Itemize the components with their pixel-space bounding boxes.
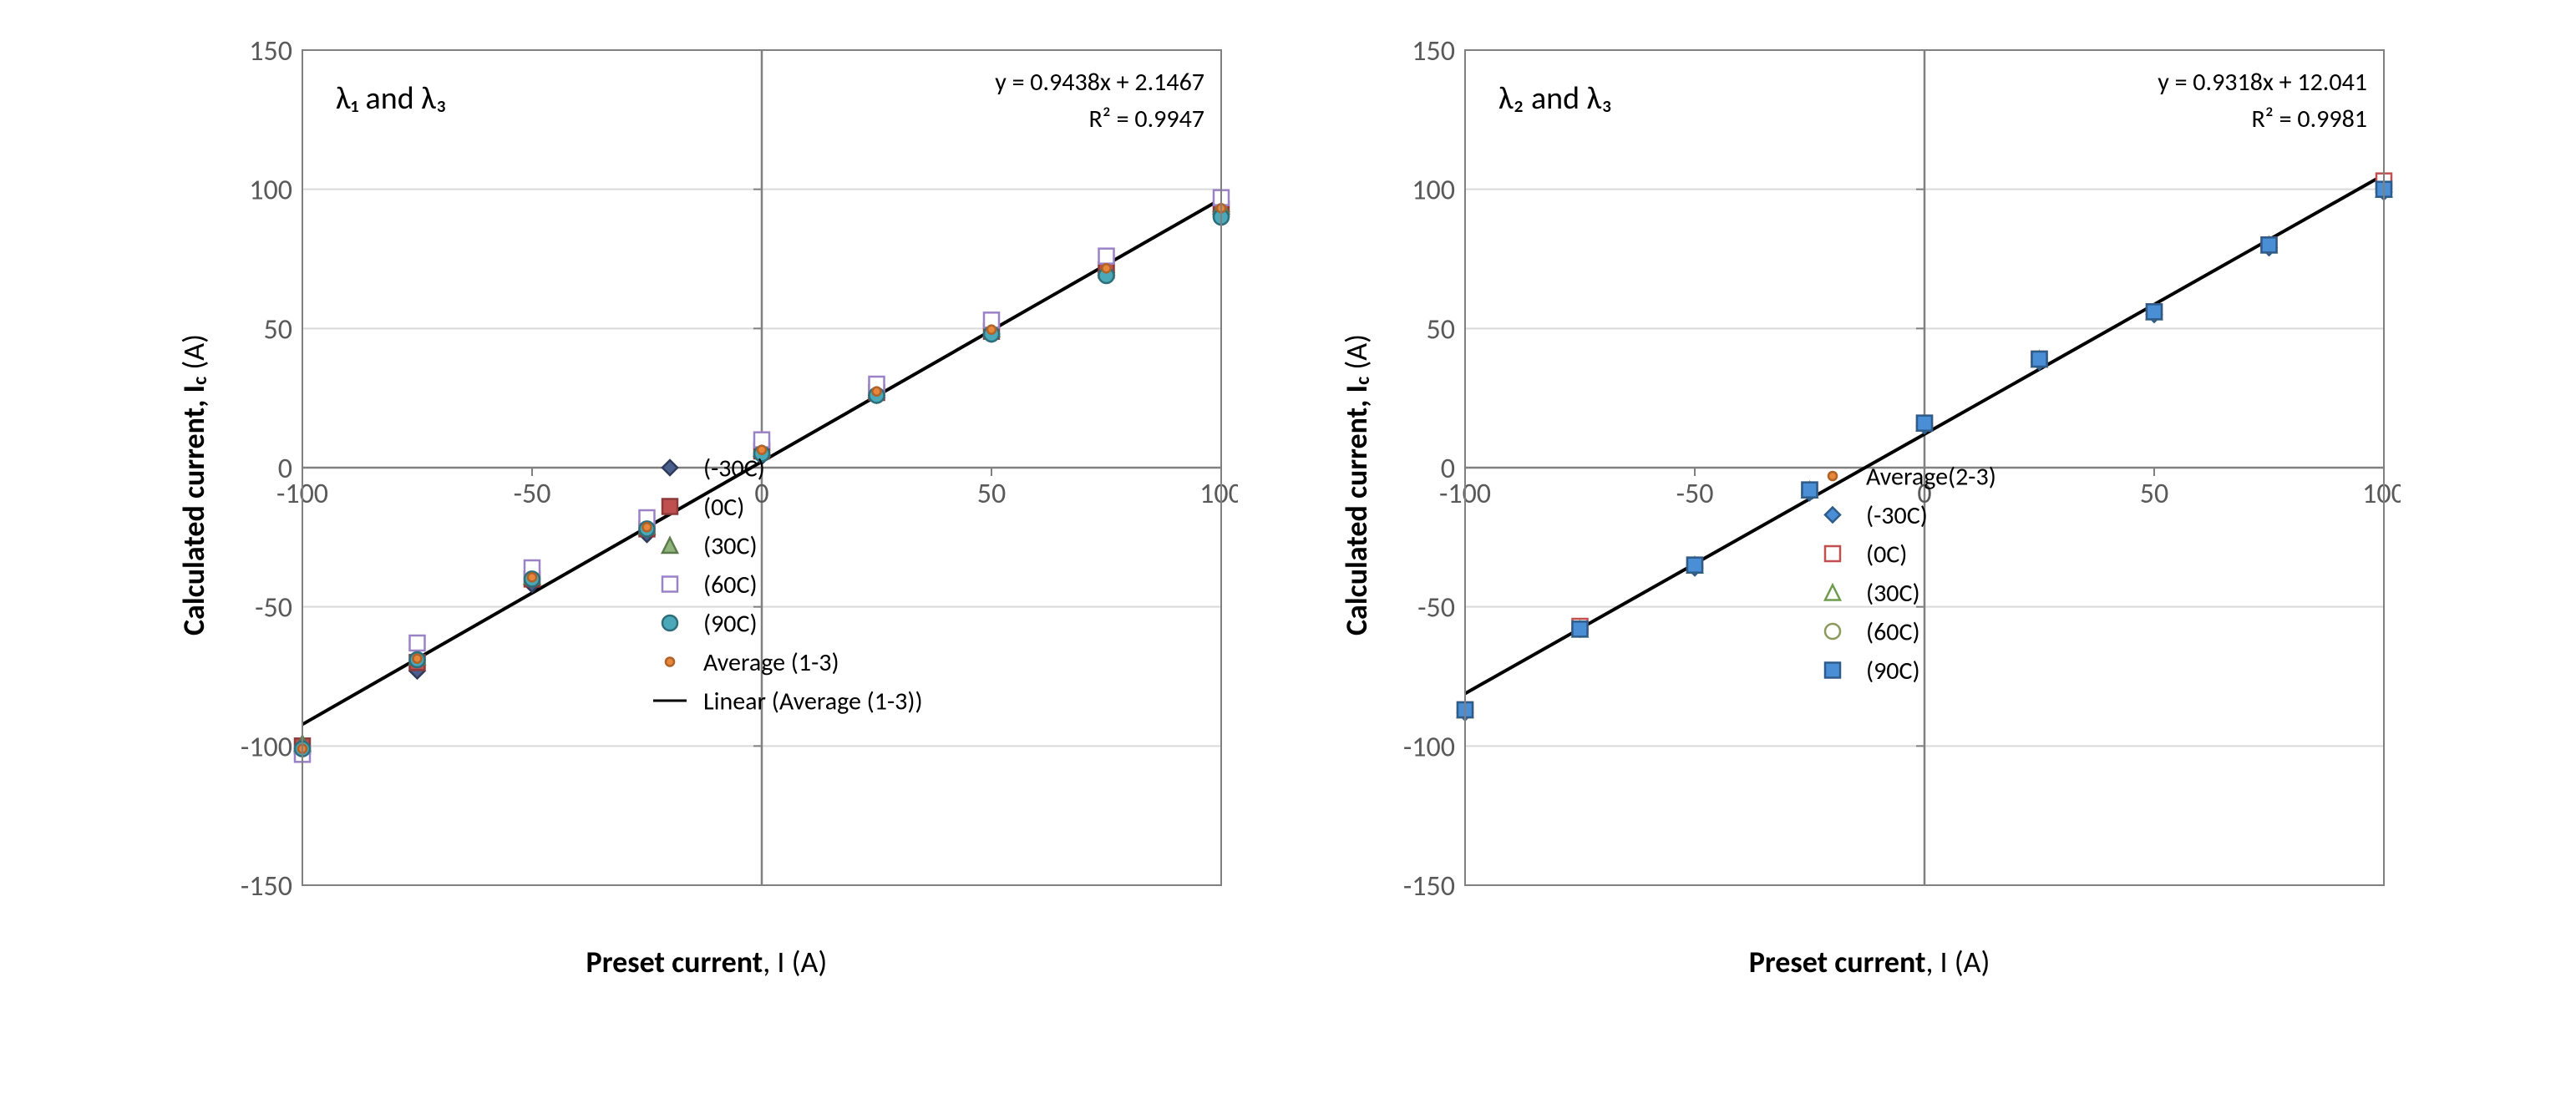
svg-text:-50: -50 (1417, 591, 1455, 625)
svg-text:(60C): (60C) (1866, 617, 1920, 648)
svg-text:150: 150 (1412, 34, 1455, 68)
y-axis-label-right: Calculated current, Ic (A) (1338, 334, 1375, 636)
svg-text:Average (1-3): Average (1-3) (703, 647, 839, 678)
svg-text:100: 100 (1412, 174, 1455, 208)
svg-text:-50: -50 (255, 591, 292, 625)
left-chart: Calculated current, Ic (A) -150-100-5005… (175, 33, 1238, 980)
svg-text:(90C): (90C) (703, 609, 758, 640)
svg-text:Linear (Average (1-3)): Linear (Average (1-3)) (703, 686, 923, 717)
svg-text:R² = 0.9981: R² = 0.9981 (2252, 104, 2367, 134)
svg-text:150: 150 (249, 34, 292, 68)
svg-text:50: 50 (2140, 477, 2168, 511)
svg-text:(90C): (90C) (1866, 656, 1920, 686)
x-axis-label-right: Preset current, I (A) (1749, 944, 1990, 980)
right-chart: Calculated current, Ic (A) -150-100-5005… (1338, 33, 2401, 980)
svg-text:-150: -150 (241, 869, 292, 904)
svg-text:50: 50 (264, 312, 292, 347)
svg-text:-100: -100 (241, 730, 292, 764)
right-plot: -150-100-50050100150-100-50050100λ₂ and … (1382, 33, 2401, 935)
svg-text:y = 0.9438x + 2.1467: y = 0.9438x + 2.1467 (995, 67, 1204, 98)
svg-text:λ₁ and λ₃: λ₁ and λ₃ (336, 79, 447, 118)
x-axis-label-left: Preset current, I (A) (586, 944, 828, 980)
svg-text:100: 100 (249, 174, 292, 208)
y-axis-label-left: Calculated current, Ic (A) (175, 334, 212, 636)
svg-text:50: 50 (977, 477, 1006, 511)
svg-text:Average(2-3): Average(2-3) (1866, 462, 1996, 493)
svg-text:(30C): (30C) (703, 531, 758, 562)
left-plot: -150-100-50050100150-100-50050100λ₁ and … (219, 33, 1238, 935)
svg-text:y = 0.9318x + 12.041: y = 0.9318x + 12.041 (2158, 67, 2367, 98)
svg-text:-150: -150 (1403, 869, 1455, 904)
svg-text:(0C): (0C) (703, 492, 744, 523)
svg-text:R² = 0.9947: R² = 0.9947 (1089, 104, 1204, 134)
svg-text:100: 100 (2362, 477, 2401, 511)
svg-text:-100: -100 (1403, 730, 1455, 764)
svg-text:(-30C): (-30C) (703, 453, 765, 484)
svg-text:(-30C): (-30C) (1866, 500, 1928, 531)
svg-text:100: 100 (1199, 477, 1238, 511)
svg-text:(60C): (60C) (703, 570, 758, 600)
svg-text:-50: -50 (1676, 477, 1714, 511)
svg-text:50: 50 (1427, 312, 1455, 347)
svg-text:λ₂ and λ₃: λ₂ and λ₃ (1498, 79, 1612, 118)
svg-text:(30C): (30C) (1866, 578, 1920, 609)
svg-text:-50: -50 (514, 477, 551, 511)
svg-text:(0C): (0C) (1866, 539, 1907, 570)
